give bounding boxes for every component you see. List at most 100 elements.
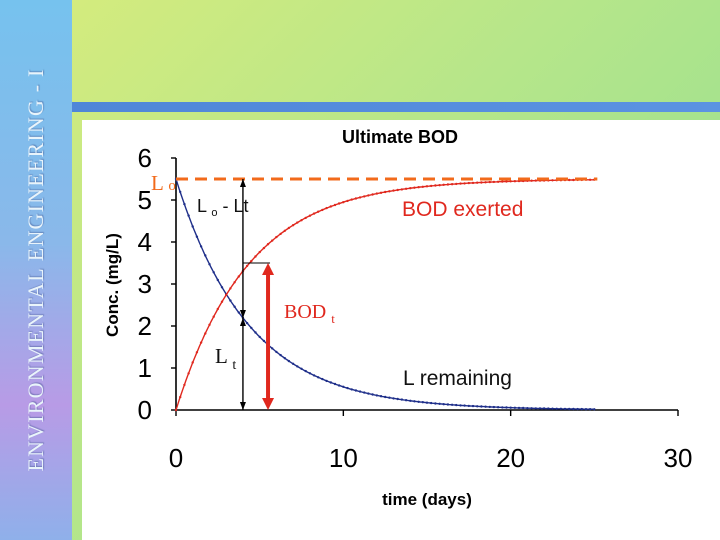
- bod-exerted-series-point: [496, 180, 500, 183]
- bod-exerted-series-point: [413, 186, 416, 189]
- y-tick-label: 2: [138, 311, 152, 341]
- bod-exerted-series-point: [396, 188, 399, 192]
- l-remaining-series-point: [547, 407, 550, 410]
- lo-label-main: L: [151, 171, 163, 195]
- bod-exerted-series-point: [266, 243, 270, 246]
- lt-label-main: L: [215, 344, 227, 368]
- l-remaining-label: L remaining: [403, 367, 512, 390]
- l-remaining-series-point: [396, 397, 399, 401]
- l-remaining-series-point: [312, 374, 316, 377]
- bod-exerted-series-point: [296, 221, 299, 224]
- l-remaining-series-point: [220, 286, 224, 289]
- bod-exerted-series-point: [568, 178, 571, 182]
- l-remaining-series-point: [568, 407, 571, 411]
- bod-exerted-series-point: [484, 181, 487, 184]
- bod-exerted-series-point: [271, 239, 274, 242]
- l-remaining-series-point: [317, 376, 320, 379]
- y-tick-label: 5: [138, 185, 152, 215]
- bod-exerted-series-point: [191, 361, 194, 364]
- bod-exerted-series-point: [262, 246, 266, 250]
- bod-exerted-series-point: [367, 194, 370, 197]
- lo-label: L o: [151, 171, 176, 195]
- l-remaining-series-point: [195, 235, 199, 238]
- bod-exerted-series-point: [371, 193, 374, 196]
- l-remaining-series-point: [434, 402, 437, 405]
- l-remaining-series-point: [237, 311, 240, 314]
- lo-minus-lt-label: L o - Lt: [197, 196, 249, 220]
- y-tick-label: 3: [138, 269, 152, 299]
- l-remaining-series-point: [229, 299, 232, 302]
- l-remaining-series-point: [538, 407, 542, 410]
- l-remaining-series-point: [438, 402, 441, 405]
- header-rule: [72, 102, 720, 112]
- l-remaining-series-point: [522, 406, 525, 410]
- lt-arrowhead-bottom: [239, 402, 246, 410]
- bod-exerted-series-point: [488, 180, 491, 184]
- l-remaining-series-point: [271, 347, 274, 350]
- bod-exerted-series-point: [245, 264, 249, 268]
- bod-exerted-series-point: [321, 208, 324, 212]
- bod-exerted-series-point: [480, 181, 483, 184]
- l-remaining-series-point: [551, 407, 554, 410]
- bod-exerted-series-point: [588, 178, 592, 181]
- bod-exerted-series-point: [551, 179, 554, 182]
- bod-exerted-series-point: [312, 212, 316, 215]
- bod-exerted-label: BOD exerted: [402, 198, 523, 221]
- l-remaining-series-point: [400, 398, 404, 401]
- y-tick-label: 1: [138, 353, 152, 383]
- l-remaining-series-point: [216, 278, 219, 282]
- bodt-label: BOD t: [284, 301, 335, 326]
- l-remaining-series-point: [191, 225, 194, 228]
- l-remaining-series-point: [526, 407, 529, 410]
- l-remaining-series-point: [358, 390, 362, 393]
- l-remaining-series-point: [254, 331, 257, 334]
- l-remaining-series-point: [304, 369, 307, 373]
- l-remaining-series-point: [576, 407, 579, 411]
- l-remaining-series-point: [505, 406, 508, 409]
- bod-exerted-series-point: [212, 315, 215, 318]
- bod-exerted-series-point: [375, 192, 378, 195]
- l-remaining-series-point: [379, 395, 383, 398]
- l-remaining-series-point: [275, 350, 278, 354]
- lo-minus-lt-main: L: [197, 196, 207, 216]
- l-remaining-series-point: [509, 406, 512, 409]
- y-tick-label: 6: [138, 143, 152, 173]
- l-remaining-series-point: [530, 407, 533, 410]
- bodt-label-main: BOD: [284, 301, 326, 323]
- l-remaining-series-point: [308, 372, 312, 375]
- bod-exerted-series-point: [220, 300, 224, 303]
- l-remaining-series-point: [363, 391, 366, 394]
- l-remaining-series-point: [471, 404, 475, 408]
- x-tick-label: 10: [329, 443, 358, 473]
- l-remaining-series-point: [250, 326, 253, 330]
- bod-exerted-series-point: [308, 214, 312, 217]
- l-remaining-series-point: [329, 381, 332, 384]
- l-remaining-series-point: [488, 405, 491, 409]
- bod-exerted-series-point: [430, 184, 433, 188]
- bod-exerted-series-point: [329, 205, 332, 208]
- l-remaining-series-point: [300, 367, 303, 370]
- bod-exerted-series-point: [476, 181, 479, 184]
- l-remaining-series-point: [291, 362, 295, 365]
- l-remaining-series-point: [455, 403, 458, 407]
- bod-exerted-series-point: [446, 183, 450, 186]
- l-remaining-series-point: [563, 407, 567, 411]
- l-remaining-series-point: [425, 401, 429, 404]
- markers: [239, 179, 275, 410]
- bod-exerted-series-point: [384, 190, 387, 194]
- l-remaining-series-point: [467, 404, 470, 408]
- bod-exerted-series-point: [342, 201, 345, 204]
- l-remaining-series-point: [584, 408, 588, 411]
- l-remaining-series-point: [245, 321, 249, 325]
- bod-exerted-series-point: [471, 181, 475, 185]
- bod-exerted-series-point: [183, 383, 186, 387]
- lo-arrowhead-top: [239, 179, 246, 187]
- l-remaining-series-point: [593, 408, 596, 411]
- bod-exerted-series-point: [463, 182, 466, 185]
- l-remaining-series-point: [421, 401, 424, 404]
- l-remaining-series-point: [179, 190, 182, 194]
- bod-exerted-series-point: [187, 372, 190, 375]
- bodt-arrowhead-bottom: [262, 398, 275, 410]
- l-remaining-series-point: [476, 405, 479, 408]
- bod-exerted-series-point: [492, 180, 496, 184]
